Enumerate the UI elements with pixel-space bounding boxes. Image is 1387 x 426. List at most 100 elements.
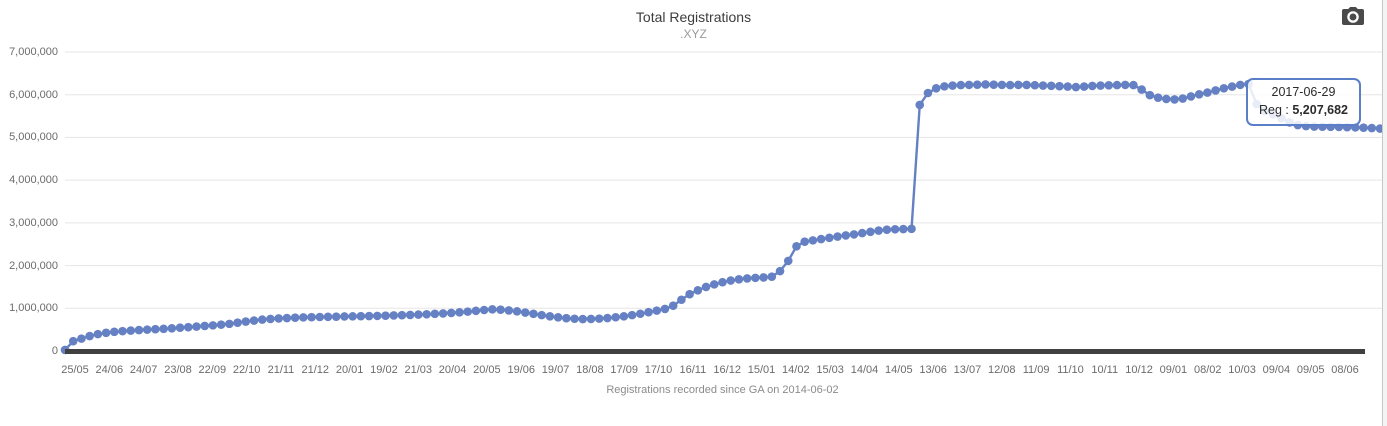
data-point[interactable] (126, 326, 136, 335)
data-point[interactable] (142, 325, 152, 334)
data-point[interactable] (1005, 80, 1015, 90)
data-point[interactable] (249, 316, 259, 325)
data-point[interactable] (1096, 81, 1105, 90)
data-point[interactable] (751, 273, 760, 283)
data-point[interactable] (479, 305, 489, 315)
data-point[interactable] (340, 312, 349, 321)
data-point[interactable] (660, 304, 670, 314)
data-point[interactable] (282, 313, 292, 323)
data-point[interactable] (578, 314, 588, 324)
data-point[interactable] (151, 324, 160, 334)
data-point[interactable] (619, 312, 629, 321)
data-point[interactable] (414, 310, 423, 319)
data-point[interactable] (422, 309, 431, 319)
data-point[interactable] (627, 310, 637, 320)
data-point[interactable] (488, 305, 497, 314)
data-point[interactable] (1227, 82, 1237, 91)
data-point[interactable] (792, 242, 801, 251)
data-point[interactable] (1235, 80, 1245, 90)
data-point[interactable] (1145, 90, 1155, 100)
data-point[interactable] (1030, 80, 1040, 90)
data-point[interactable] (134, 325, 144, 335)
data-point[interactable] (816, 234, 826, 244)
data-point[interactable] (800, 237, 809, 246)
data-point[interactable] (833, 232, 842, 241)
data-point[interactable] (940, 82, 949, 91)
data-point[interactable] (1055, 81, 1064, 91)
data-point[interactable] (438, 309, 448, 318)
data-point[interactable] (389, 311, 399, 320)
data-point[interactable] (266, 314, 275, 324)
data-point[interactable] (636, 309, 645, 319)
data-point[interactable] (159, 324, 168, 334)
data-point[interactable] (562, 313, 571, 323)
data-point[interactable] (545, 312, 555, 321)
data-point[interactable] (364, 311, 374, 321)
data-point[interactable] (216, 320, 226, 329)
data-point[interactable] (972, 80, 982, 89)
data-point[interactable] (1079, 82, 1089, 91)
data-point[interactable] (257, 315, 267, 324)
data-point[interactable] (849, 230, 859, 239)
data-point[interactable] (101, 328, 111, 338)
data-point[interactable] (208, 321, 218, 330)
data-point[interactable] (677, 295, 686, 305)
data-point[interactable] (948, 81, 957, 90)
data-point[interactable] (85, 331, 94, 341)
data-point[interactable] (356, 311, 366, 321)
data-point[interactable] (603, 313, 612, 323)
data-point[interactable] (759, 273, 768, 282)
data-point[interactable] (1367, 123, 1377, 133)
data-point[interactable] (1022, 80, 1031, 90)
data-point[interactable] (652, 306, 662, 315)
data-point[interactable] (455, 308, 464, 317)
data-point[interactable] (200, 321, 210, 331)
data-point[interactable] (1219, 84, 1229, 93)
data-point[interactable] (1014, 80, 1023, 90)
data-point[interactable] (734, 275, 744, 284)
data-point[interactable] (225, 319, 234, 329)
data-point[interactable] (77, 334, 86, 343)
data-point[interactable] (825, 233, 834, 243)
data-point[interactable] (348, 312, 357, 321)
data-point[interactable] (397, 310, 407, 320)
data-point[interactable] (1129, 80, 1138, 90)
data-point[interactable] (866, 227, 875, 237)
data-point[interactable] (701, 282, 711, 292)
data-point[interactable] (668, 301, 678, 311)
data-point[interactable] (586, 314, 596, 324)
data-point[interactable] (1186, 92, 1196, 101)
data-point[interactable] (1170, 95, 1179, 104)
data-point[interactable] (1120, 80, 1130, 90)
data-point[interactable] (274, 314, 283, 323)
data-point[interactable] (981, 80, 990, 89)
data-point[interactable] (1063, 82, 1072, 91)
data-point[interactable] (1137, 85, 1146, 94)
data-point[interactable] (331, 312, 341, 321)
data-point[interactable] (890, 224, 900, 234)
data-point[interactable] (315, 312, 325, 322)
data-point[interactable] (1046, 81, 1056, 91)
data-point[interactable] (1112, 80, 1122, 90)
data-point[interactable] (882, 225, 892, 234)
data-point[interactable] (1359, 123, 1368, 132)
data-point[interactable] (512, 307, 522, 316)
data-point[interactable] (726, 276, 736, 285)
data-point[interactable] (874, 226, 883, 235)
data-point[interactable] (110, 327, 119, 337)
data-point[interactable] (775, 266, 785, 276)
data-point[interactable] (1211, 86, 1220, 95)
data-point[interactable] (899, 224, 908, 234)
data-point[interactable] (931, 84, 941, 93)
data-point[interactable] (570, 314, 579, 324)
data-point[interactable] (68, 336, 78, 346)
data-point[interactable] (373, 311, 382, 321)
data-point[interactable] (783, 256, 793, 266)
data-point[interactable] (183, 322, 193, 332)
data-point[interactable] (1178, 94, 1188, 103)
export-chart-button[interactable] (1341, 6, 1365, 26)
data-point[interactable] (693, 286, 703, 295)
data-point[interactable] (1104, 81, 1114, 90)
data-point[interactable] (1194, 89, 1204, 99)
data-point[interactable] (430, 309, 440, 319)
